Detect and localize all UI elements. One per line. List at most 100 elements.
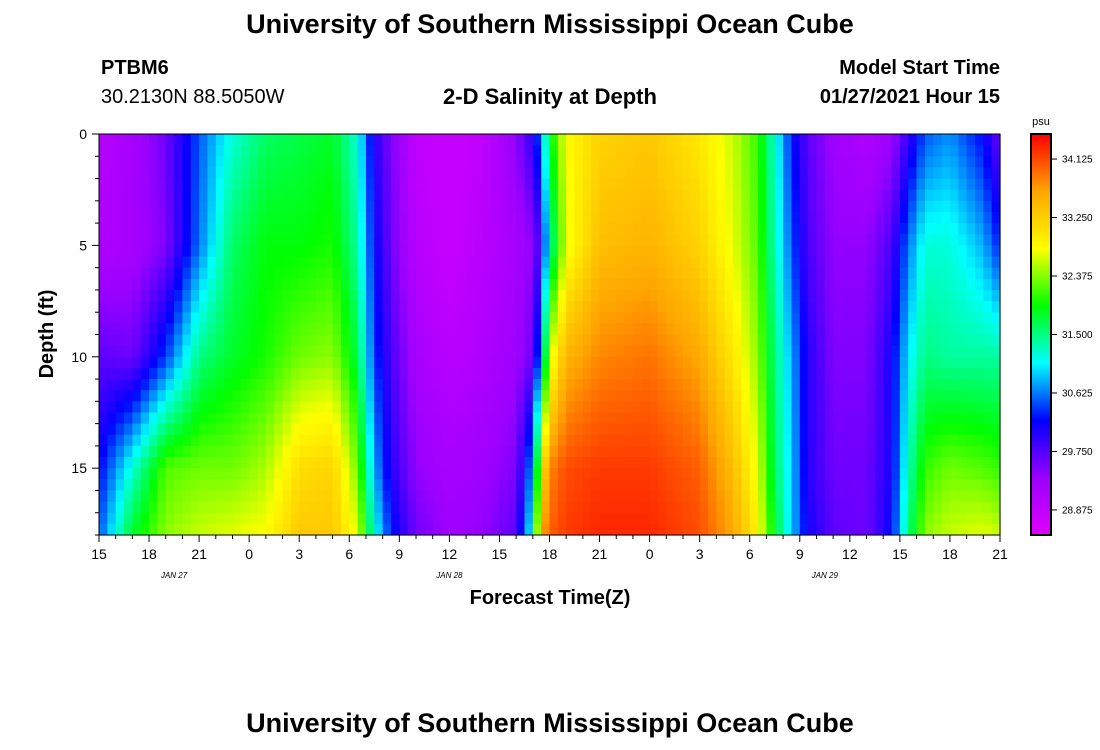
heatmap-cell xyxy=(390,334,400,347)
heatmap-cell xyxy=(390,267,400,280)
heatmap-cell xyxy=(708,312,717,324)
heatmap-cell xyxy=(124,278,133,291)
heatmap-cell xyxy=(532,189,542,202)
heatmap-cell xyxy=(441,267,450,280)
heatmap-cell xyxy=(107,178,117,191)
colorbar: psu 34.12533.25032.37531.50030.62529.750… xyxy=(1030,116,1093,536)
heatmap-cell xyxy=(249,223,259,235)
heatmap-cell xyxy=(991,356,1001,369)
heatmap-cell xyxy=(257,345,267,358)
heatmap-cell xyxy=(791,189,801,202)
heatmap-cell xyxy=(390,490,400,503)
heatmap-cell xyxy=(190,379,200,391)
heatmap-cell xyxy=(99,401,108,414)
heatmap-cell xyxy=(783,468,793,480)
heatmap-cell xyxy=(199,479,209,492)
heatmap-cell xyxy=(466,323,476,336)
heatmap-cell xyxy=(382,490,392,503)
heatmap-cell xyxy=(916,200,926,213)
heatmap-cell xyxy=(941,445,951,458)
heatmap-cell xyxy=(716,267,726,280)
heatmap-cell xyxy=(666,178,676,191)
heatmap-cell xyxy=(749,457,759,469)
heatmap-cell xyxy=(874,390,884,402)
heatmap-cell xyxy=(457,445,467,458)
heatmap-cell xyxy=(307,234,317,246)
heatmap-cell xyxy=(883,278,893,291)
heatmap-cell xyxy=(891,256,901,269)
heatmap-cell xyxy=(574,189,584,202)
heatmap-cell xyxy=(140,356,150,369)
heatmap-cell xyxy=(365,490,375,503)
heatmap-cell xyxy=(149,379,158,391)
heatmap-cell xyxy=(457,256,467,269)
heatmap-cell xyxy=(749,167,759,180)
heatmap-cell xyxy=(482,401,492,414)
heatmap-cell xyxy=(958,490,968,503)
heatmap-cell xyxy=(416,234,425,246)
heatmap-cell xyxy=(532,200,542,213)
heatmap-cell xyxy=(340,223,350,235)
heatmap-cell xyxy=(224,167,234,180)
heatmap-cell xyxy=(290,512,300,525)
heatmap-cell xyxy=(182,479,192,492)
heatmap-cell xyxy=(532,367,542,380)
heatmap-cell xyxy=(466,134,476,146)
heatmap-cell xyxy=(766,301,776,313)
heatmap-cell xyxy=(941,379,951,391)
heatmap-cell xyxy=(282,512,292,525)
heatmap-cell xyxy=(824,323,834,336)
heatmap-cell xyxy=(666,379,676,391)
heatmap-cell xyxy=(724,245,734,258)
heatmap-cell xyxy=(466,367,476,380)
heatmap-cell xyxy=(607,390,617,402)
heatmap-cell xyxy=(716,289,726,302)
heatmap-cell xyxy=(641,134,651,146)
heatmap-cell xyxy=(424,367,434,380)
heatmap-cell xyxy=(883,512,893,525)
heatmap-cell xyxy=(841,134,851,146)
heatmap-cell xyxy=(265,367,275,380)
heatmap-cell xyxy=(733,490,742,503)
heatmap-cell xyxy=(599,490,609,503)
heatmap-cell xyxy=(524,379,534,391)
heatmap-cell xyxy=(374,234,384,246)
heatmap-cell xyxy=(699,379,709,391)
heatmap-cell xyxy=(933,200,943,213)
heatmap-cell xyxy=(265,345,275,358)
heatmap-cell xyxy=(290,479,300,492)
heatmap-cell xyxy=(474,367,484,380)
heatmap-cell xyxy=(591,423,601,436)
heatmap-cell xyxy=(708,145,717,157)
heatmap-cell xyxy=(924,501,934,514)
heatmap-cell xyxy=(799,312,809,324)
heatmap-cell xyxy=(841,256,851,269)
heatmap-cell xyxy=(115,267,125,280)
heatmap-cell xyxy=(949,267,959,280)
heatmap-cell xyxy=(916,457,926,469)
heatmap-cell xyxy=(749,523,759,536)
heatmap-cell xyxy=(766,412,776,425)
heatmap-cell xyxy=(783,345,793,358)
heatmap-cell xyxy=(224,457,234,469)
heatmap-cell xyxy=(833,301,843,313)
heatmap-cell xyxy=(849,156,859,169)
heatmap-cell xyxy=(899,134,909,146)
heatmap-cell xyxy=(99,211,108,224)
heatmap-cell xyxy=(124,200,133,213)
heatmap-cell xyxy=(374,412,384,425)
heatmap-cell xyxy=(432,256,442,269)
heatmap-cell xyxy=(441,468,450,480)
heatmap-cell xyxy=(808,134,818,146)
heatmap-cell xyxy=(265,167,275,180)
heatmap-cell xyxy=(174,256,184,269)
heatmap-cell xyxy=(858,267,868,280)
heatmap-cell xyxy=(182,145,192,157)
heatmap-cell xyxy=(591,301,601,313)
heatmap-cell xyxy=(733,501,742,514)
heatmap-cell xyxy=(207,178,217,191)
heatmap-cell xyxy=(599,468,609,480)
heatmap-cell xyxy=(174,278,184,291)
heatmap-cell xyxy=(382,278,392,291)
heatmap-cell xyxy=(883,256,893,269)
